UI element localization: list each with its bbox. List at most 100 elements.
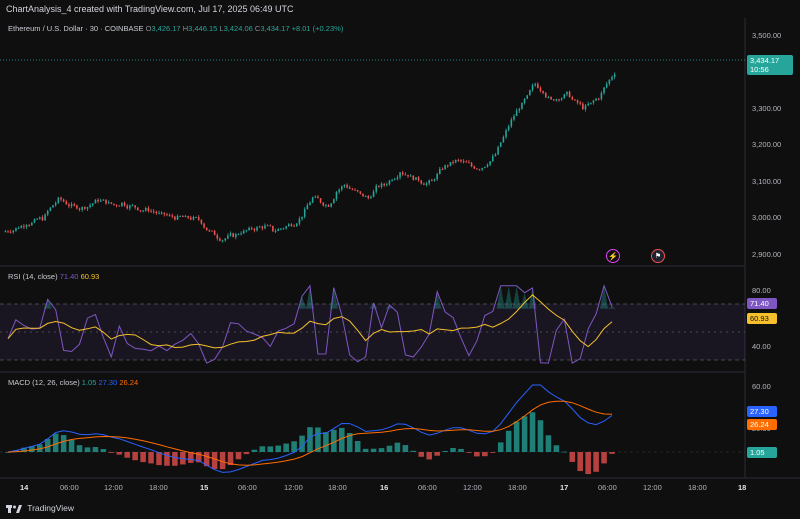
macd-hist-bar [513,421,520,452]
candle-body [89,205,91,208]
macd-hist-bar [402,445,409,452]
candle-body [343,184,346,187]
candle-body [54,202,57,206]
macd-hist-bar [188,452,194,463]
macd-hist-bar [434,452,440,456]
macd-hist-bar [418,452,425,457]
candle-body [49,207,52,211]
price-tick: 3,200.00 [752,140,782,149]
macd-hist-bar [267,446,274,452]
rsi-ma-value: 60.93 [80,272,100,281]
candle-body [73,204,76,206]
candle-body [86,207,89,209]
candle-body [513,115,515,120]
rsi-ma-tag: 60.93 [747,313,777,324]
candle-body [70,204,73,207]
candle-body [595,98,597,101]
candle-body [544,92,547,98]
last-price-tag: 3,434.17 10:56 [747,55,793,75]
candle-body [582,103,584,110]
macd-hist-bar [601,452,607,464]
candle-body [484,166,486,168]
candle-body [163,212,166,215]
candle-body [105,199,107,204]
macd-hist-bar [68,439,75,452]
macd-hist-bar [370,448,377,452]
candle-body [129,205,131,209]
candle-body [613,74,616,77]
macd-hist-bar [291,441,297,452]
candle-body [600,92,603,99]
price-legend[interactable]: Ethereum / U.S. Dollar · 30 · COINBASE O… [8,24,343,33]
candle-body [478,169,481,171]
candle-body [97,199,99,202]
time-tick: 12:00 [643,483,662,492]
candle-body [309,202,311,206]
time-tick: 18:00 [328,483,347,492]
candle-body [195,217,197,219]
macd-hist-bar [116,452,123,455]
candle-body [515,110,518,116]
candle-body [107,202,110,204]
symbol-name[interactable]: Ethereum / U.S. Dollar · 30 · COINBASE [8,24,144,33]
macd-histogram [5,412,615,475]
candle-body [407,174,409,177]
candle-body [311,197,314,203]
time-tick: 06:00 [238,483,257,492]
macd-hist-bar [227,452,234,466]
us-flag-icon[interactable]: ⚑ [651,249,665,263]
macd-hist-bar [386,445,393,452]
candle-body [491,156,494,162]
macd-hist-bar [339,427,345,452]
candle-body [486,164,489,167]
macd-hist-bar [394,442,401,452]
candle-body [102,199,105,201]
candle-body [20,226,23,228]
macd-hist-bar [331,429,337,452]
macd-line-value: 27.30 [98,378,118,387]
candle-body [449,162,452,166]
candle-body [489,161,491,165]
candle-body [171,215,174,217]
macd-hist-bar [346,432,353,452]
candle-body [330,203,332,207]
time-tick: 06:00 [598,483,617,492]
macd-hist-bar [283,443,289,452]
candle-body [526,95,529,99]
change-value: +8.01 (+0.23%) [291,24,344,33]
candle-body [364,196,367,198]
rsi-legend[interactable]: RSI (14, close) 71.40 60.93 [8,272,99,281]
macd-hist-bar [307,427,313,452]
close-label: C [254,24,261,33]
macd-hist-bar [84,447,91,452]
candle-body [322,202,325,206]
candle-body [248,227,250,231]
macd-hist-bar [44,439,51,452]
candle-body [269,225,272,227]
macd-tick: 60.00 [752,382,771,391]
candle-body [187,216,189,218]
candle-body [531,85,534,91]
lightning-icon[interactable]: ⚡ [606,249,620,263]
last-price-value: 3,434.17 [750,56,780,65]
candle-body [25,225,28,227]
candle-body [590,102,592,104]
candle-body [388,180,391,185]
candle-body [566,91,568,95]
chart-canvas[interactable] [0,18,800,500]
candle-body [189,217,192,220]
tradingview-logo-icon[interactable] [6,504,22,514]
time-tick: 17 [560,483,569,492]
time-tick: 06:00 [60,483,79,492]
candle-body [558,99,560,101]
candle-body [552,99,555,101]
candle-body [160,212,163,214]
candle-body [166,214,168,216]
rsi-tick: 40.00 [752,342,771,351]
candle-body [115,204,118,206]
candle-body [229,233,232,236]
macd-hist-bar [553,445,560,452]
candle-body [423,183,425,185]
macd-legend[interactable]: MACD (12, 26, close) 1.05 27.30 26.24 [8,378,138,387]
brand-name[interactable]: TradingView [27,503,74,513]
